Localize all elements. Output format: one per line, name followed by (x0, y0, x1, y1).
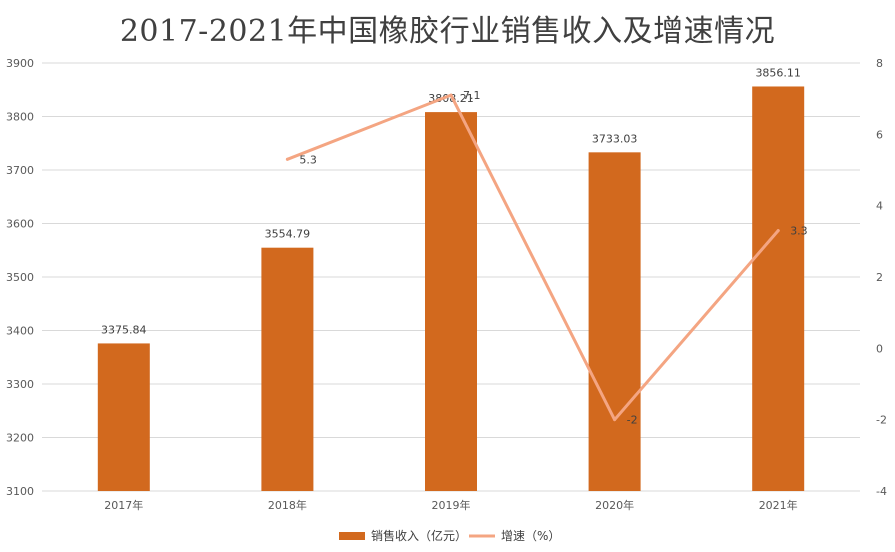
bar-data-label: 3808.21 (428, 92, 474, 105)
line-data-label: 5.3 (299, 153, 317, 166)
x-tick-label: 2017年 (104, 498, 143, 512)
legend-bar-label: 销售收入（亿元） (371, 528, 467, 543)
right-tick-label: 6 (876, 128, 883, 141)
bar-data-label: 3856.11 (755, 66, 801, 79)
right-tick-label: -4 (876, 485, 887, 498)
left-tick-label: 3500 (6, 271, 34, 284)
left-tick-label: 3900 (6, 57, 34, 70)
line-point (776, 229, 780, 233)
bar-data-label: 3375.84 (101, 323, 147, 336)
line-data-label: 3.3 (790, 225, 808, 238)
x-tick-label: 2020年 (595, 498, 634, 512)
right-tick-label: 0 (876, 342, 883, 355)
bar (588, 152, 641, 491)
bar-data-label: 3554.79 (265, 228, 311, 241)
legend-bar-swatch (339, 532, 365, 540)
x-axis: 2017年 2018年 2019年 2020年 2021年 (104, 498, 797, 512)
left-axis: 3100 3200 3300 3400 3500 3600 3700 3800 3900 (6, 57, 34, 498)
right-tick-label: -2 (876, 414, 887, 427)
growth-line (285, 93, 780, 422)
x-tick-label: 2021年 (759, 498, 798, 512)
bar (97, 343, 150, 491)
line-point (449, 93, 453, 97)
chart-title: 2017-2021年中国橡胶行业销售收入及增速情况 (119, 14, 776, 49)
right-tick-label: 8 (876, 57, 883, 70)
right-axis: -4 -2 0 2 4 6 8 (876, 57, 887, 498)
legend-line-label: 增速（%） (501, 529, 560, 543)
x-tick-label: 2019年 (432, 498, 471, 512)
left-tick-label: 3200 (6, 432, 34, 445)
bar-series: 3375.84 3554.79 3808.21 3733.03 3856.11 (97, 66, 805, 492)
bar (425, 112, 477, 491)
left-tick-label: 3600 (6, 218, 34, 231)
legend: 销售收入（亿元） 增速（%） (339, 528, 560, 543)
line-point (285, 157, 289, 161)
right-tick-label: 4 (876, 200, 883, 213)
line-data-label: -2 (627, 414, 638, 427)
left-tick-label: 3100 (6, 485, 34, 498)
bar (261, 247, 314, 491)
x-tick-label: 2018年 (268, 498, 307, 512)
line-series: 5.3 7.1 -2 3.3 (285, 89, 808, 427)
line-data-label: 7.1 (463, 89, 481, 102)
line-point (613, 418, 617, 422)
left-tick-label: 3800 (6, 111, 34, 124)
left-tick-label: 3300 (6, 378, 34, 391)
left-tick-label: 3400 (6, 325, 34, 338)
left-tick-label: 3700 (6, 164, 34, 177)
bar (752, 86, 805, 492)
right-tick-label: 2 (876, 271, 883, 284)
bar-data-label: 3733.03 (592, 132, 638, 145)
